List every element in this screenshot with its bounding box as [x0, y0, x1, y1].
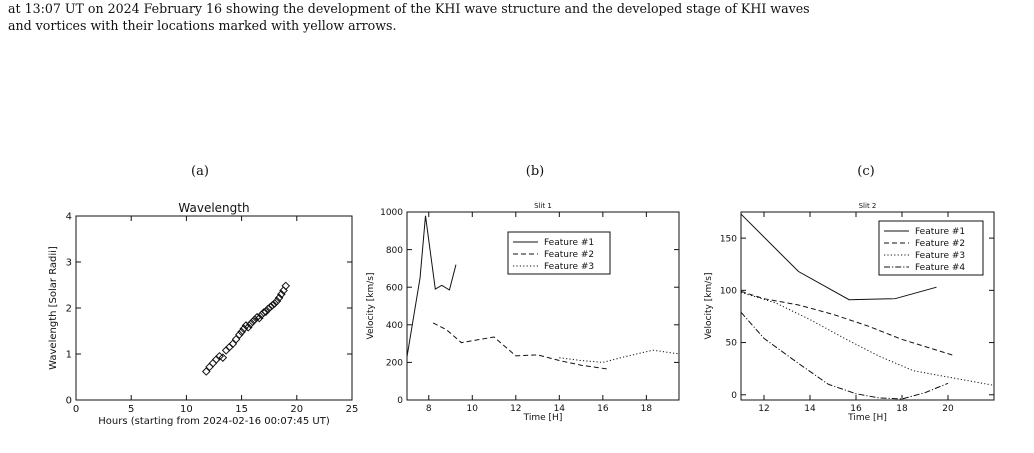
- x-tick-label: 20: [942, 404, 954, 414]
- y-tick-label: 100: [720, 286, 737, 296]
- x-tick-label: 10: [180, 404, 193, 415]
- data-point: [272, 296, 282, 306]
- data-point: [208, 358, 218, 368]
- data-point: [201, 367, 211, 376]
- data-point: [205, 362, 214, 372]
- series-line-2: [741, 290, 953, 356]
- legend-box: [507, 231, 611, 275]
- data-point: [277, 289, 286, 299]
- x-tick-label: 0: [73, 404, 79, 415]
- panel-label-a: (a): [191, 164, 209, 179]
- plot-frame: [75, 215, 353, 401]
- y-tick-label: 2: [66, 304, 72, 315]
- data-point: [231, 334, 241, 344]
- data-point: [235, 330, 244, 339]
- series-line-1: [407, 215, 457, 357]
- data-point: [261, 307, 271, 316]
- data-point: [268, 300, 277, 310]
- y-axis-label: Wavelength [Solar Radii]: [48, 246, 59, 370]
- data-point: [265, 302, 275, 312]
- data-point: [237, 327, 246, 337]
- data-point: [274, 293, 284, 303]
- x-tick-label: 16: [850, 404, 862, 414]
- legend-label: Feature #3: [544, 262, 594, 272]
- data-point: [250, 315, 260, 324]
- x-axis-label: Time [H]: [847, 413, 887, 423]
- data-point: [246, 319, 255, 329]
- series-line-3: [741, 291, 994, 386]
- y-tick-label: 4: [66, 212, 72, 223]
- legend-label: Feature #3: [915, 251, 965, 261]
- series-line-2: [432, 322, 608, 370]
- x-tick-label: 18: [641, 404, 653, 414]
- data-point: [228, 339, 238, 349]
- legend-box: [878, 220, 984, 276]
- legend-label: Feature #4: [915, 263, 965, 273]
- x-tick-label: 25: [346, 404, 359, 415]
- chart-title: Slit 2: [859, 202, 877, 210]
- slit1-velocity-chart: 8 10 12 14 16 18 0 200 400 600 800 1000 Slit 1 Time […: [366, 202, 680, 423]
- legend-label: Feature #1: [544, 238, 594, 248]
- plot-frame: [406, 211, 680, 401]
- caption-line-2: and vortices with their locations marked…: [8, 18, 397, 33]
- legend-label: Feature #1: [915, 227, 965, 237]
- x-tick-label: 16: [597, 404, 609, 414]
- x-tick-label: 12: [510, 404, 521, 414]
- series-line-1: [741, 213, 937, 301]
- x-tick-label: 14: [804, 404, 816, 414]
- data-point: [243, 323, 253, 332]
- x-axis-label: Time [H]: [523, 413, 563, 423]
- x-axis-label: Hours (starting from 2024-02-16 00:07:45…: [98, 416, 330, 427]
- slit2-velocity-chart: 12 14 16 18 20 0 50 100 150 Slit 2 Time [H] Velocit…: [704, 202, 995, 423]
- x-tick-label: 5: [128, 404, 134, 415]
- y-tick-label: 50: [726, 339, 738, 349]
- data-point: [263, 304, 273, 314]
- x-tick-label: 20: [290, 404, 303, 415]
- chart-title: Slit 1: [534, 202, 552, 210]
- x-tick-label: 18: [896, 404, 908, 414]
- figure-caption: at 13:07 UT on 2024 February 16 showing …: [8, 0, 1023, 34]
- series-line-3: [559, 349, 679, 363]
- wavelength-chart: 0 5 10 15 20 25 0 1 2 3 4 Wavelength Hours (starting…: [48, 201, 359, 427]
- data-point: [270, 299, 280, 308]
- y-tick-label: 3: [66, 258, 72, 269]
- x-tick-label: 14: [554, 404, 566, 414]
- y-axis-label: Velocity [km/s]: [366, 273, 376, 340]
- data-point: [259, 308, 268, 317]
- plot-frame: [740, 211, 995, 401]
- caption-line-1: at 13:07 UT on 2024 February 16 showing …: [8, 1, 810, 16]
- legend-label: Feature #2: [915, 239, 965, 249]
- panel-label-c: (c): [857, 164, 875, 179]
- data-point: [248, 317, 257, 327]
- y-tick-label: 1000: [380, 208, 403, 218]
- y-tick-label: 400: [386, 321, 403, 331]
- y-tick-label: 200: [386, 359, 403, 369]
- y-tick-label: 150: [720, 234, 737, 244]
- data-point: [281, 281, 291, 291]
- y-axis-label: Velocity [km/s]: [704, 273, 714, 340]
- x-tick-label: 10: [467, 404, 479, 414]
- series-line-4: [741, 311, 949, 400]
- panel-label-b: (b): [525, 164, 545, 179]
- data-point: [239, 324, 249, 334]
- data-point: [218, 353, 228, 362]
- x-tick-label: 15: [235, 404, 248, 415]
- y-tick-label: 0: [731, 391, 737, 401]
- x-tick-label: 12: [758, 404, 769, 414]
- x-tick-label: 8: [426, 404, 432, 414]
- y-tick-label: 1: [66, 350, 72, 361]
- legend-label: Feature #2: [544, 250, 594, 260]
- y-tick-label: 0: [66, 396, 72, 407]
- y-tick-label: 600: [386, 283, 403, 293]
- chart-title: Wavelength: [178, 201, 249, 215]
- data-point: [254, 313, 264, 323]
- y-tick-label: 0: [397, 396, 403, 406]
- y-tick-label: 800: [386, 246, 403, 256]
